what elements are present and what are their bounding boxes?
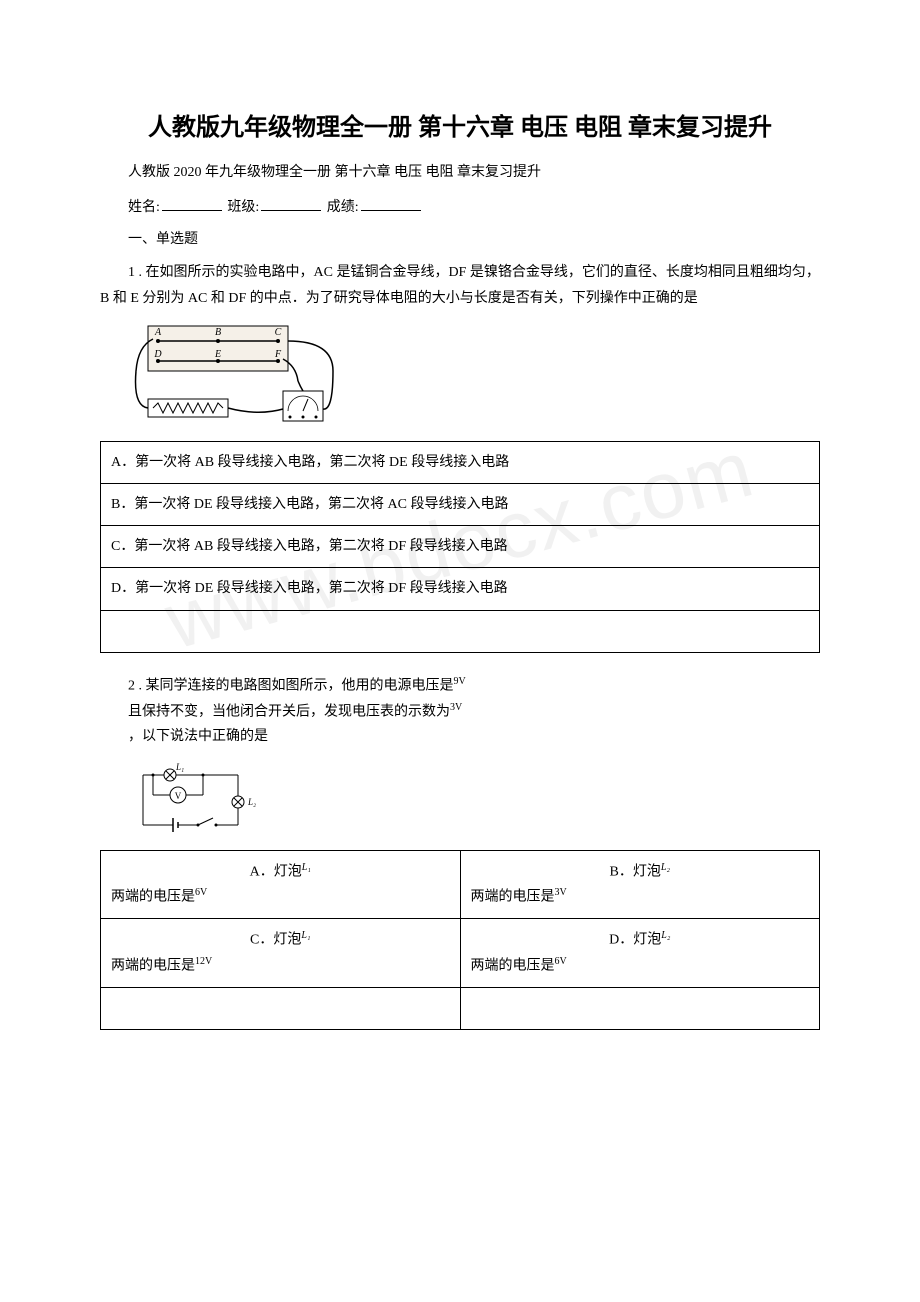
section-1-title: 一、单选题 xyxy=(100,228,820,248)
svg-text:F: F xyxy=(274,349,282,360)
q2-c-label: C．灯泡 xyxy=(250,933,301,948)
q2-a-label: A．灯泡 xyxy=(250,864,302,879)
q2-option-empty-2 xyxy=(460,987,820,1029)
q2-line1: 2 . 某同学连接的电路图如图所示，他用的电源电压是 xyxy=(128,678,454,693)
q2-option-b: B．灯泡L₂ 两端的电压是3V xyxy=(460,850,820,919)
q2-text-3: ，以下说法中正确的是 xyxy=(100,724,820,749)
q2-d-text: 两端的电压是 xyxy=(471,959,555,974)
q1-text: 1 . 在如图所示的实验电路中，AC 是锰铜合金导线，DF 是镍铬合金导线，它们… xyxy=(100,260,820,310)
svg-text:E: E xyxy=(214,349,221,360)
q2-b-label: B．灯泡 xyxy=(610,864,661,879)
q2-text-1: 2 . 某同学连接的电路图如图所示，他用的电源电压是9V xyxy=(100,673,820,699)
question-2: 2 . 某同学连接的电路图如图所示，他用的电源电压是9V 且保持不变，当他闭合开… xyxy=(100,673,820,1030)
name-blank xyxy=(162,210,222,211)
svg-text:B: B xyxy=(215,327,221,338)
svg-text:C: C xyxy=(275,327,282,338)
class-blank xyxy=(261,210,321,211)
q1-option-a: A．第一次将 AB 段导线接入电路，第二次将 DE 段导线接入电路 xyxy=(101,441,820,483)
q2-text-2: 且保持不变，当他闭合开关后，发现电压表的示数为3V xyxy=(100,699,820,725)
q2-options-table: A．灯泡L₁ 两端的电压是6V B．灯泡L₂ 两端的电压是3V C．灯泡L₁ 两… xyxy=(100,850,820,1031)
q2-d-sub: L₂ xyxy=(661,930,670,941)
q1-option-c: C．第一次将 AB 段导线接入电路，第二次将 DF 段导线接入电路 xyxy=(101,526,820,568)
q2-option-c: C．灯泡L₁ 两端的电压是12V xyxy=(101,919,461,988)
q2-option-a: A．灯泡L₁ 两端的电压是6V xyxy=(101,850,461,919)
document-content: 人教版九年级物理全一册 第十六章 电压 电阻 章末复习提升 人教版 2020 年… xyxy=(100,110,820,1030)
q2-a-text: 两端的电压是 xyxy=(111,890,195,905)
q2-figure: L₂ L₁ V xyxy=(128,760,820,840)
q2-option-empty-1 xyxy=(101,987,461,1029)
q2-a-val: 6V xyxy=(195,887,207,898)
score-label: 成绩: xyxy=(327,200,359,215)
q2-b-text: 两端的电压是 xyxy=(471,890,555,905)
document-subtitle: 人教版 2020 年九年级物理全一册 第十六章 电压 电阻 章末复习提升 xyxy=(100,162,820,184)
score-blank xyxy=(361,210,421,211)
q2-a-sub: L₁ xyxy=(302,862,311,873)
q1-figure: A B C D E F xyxy=(128,321,820,431)
q1-option-empty xyxy=(101,610,820,652)
svg-text:A: A xyxy=(154,327,162,338)
q2-d-val: 6V xyxy=(555,956,567,967)
svg-text:L₂: L₂ xyxy=(247,797,256,807)
q2-c-sub: L₁ xyxy=(301,930,310,941)
svg-text:V: V xyxy=(175,791,182,801)
q2-val2: 3V xyxy=(450,702,462,713)
svg-text:L₁: L₁ xyxy=(175,762,184,772)
form-fields: 姓名: 班级: 成绩: xyxy=(100,196,820,216)
q1-option-d: D．第一次将 DE 段导线接入电路，第二次将 DF 段导线接入电路 xyxy=(101,568,820,610)
q2-b-val: 3V xyxy=(555,887,567,898)
q2-c-val: 12V xyxy=(195,956,212,967)
q2-c-text: 两端的电压是 xyxy=(111,959,195,974)
q2-d-label: D．灯泡 xyxy=(609,933,661,948)
q1-options-table: A．第一次将 AB 段导线接入电路，第二次将 DE 段导线接入电路 B．第一次将… xyxy=(100,441,820,653)
q2-val1: 9V xyxy=(454,676,466,687)
document-title: 人教版九年级物理全一册 第十六章 电压 电阻 章末复习提升 xyxy=(100,110,820,146)
svg-text:D: D xyxy=(153,349,162,360)
name-label: 姓名: xyxy=(128,200,160,215)
q2-b-sub: L₂ xyxy=(661,862,670,873)
q1-option-b: B．第一次将 DE 段导线接入电路，第二次将 AC 段导线接入电路 xyxy=(101,483,820,525)
q2-option-d: D．灯泡L₂ 两端的电压是6V xyxy=(460,919,820,988)
question-1: 1 . 在如图所示的实验电路中，AC 是锰铜合金导线，DF 是镍铬合金导线，它们… xyxy=(100,260,820,652)
q2-line2: 且保持不变，当他闭合开关后，发现电压表的示数为 xyxy=(128,704,450,719)
class-label: 班级: xyxy=(227,200,259,215)
